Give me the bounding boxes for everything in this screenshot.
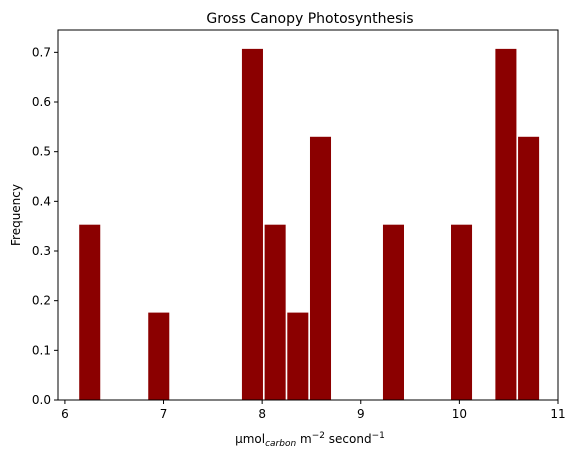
x-tick-label: 8 [258, 407, 266, 421]
histogram-bar-1 [148, 312, 170, 400]
x-tick-label: 10 [452, 407, 467, 421]
y-axis-ticks: 0.0 0.1 0.2 0.3 0.4 0.5 0.6 0.7 [32, 45, 58, 407]
x-label-superscript-1: −2 [312, 431, 325, 441]
y-tick-label: 0.4 [32, 194, 51, 208]
x-tick-label: 11 [550, 407, 565, 421]
x-label-mid: m [296, 432, 312, 446]
y-tick-label: 0.6 [32, 95, 51, 109]
histogram-bar-4 [287, 312, 309, 400]
histogram-bar-9 [518, 136, 540, 400]
histogram-bar-0 [79, 224, 101, 400]
bars-group [79, 48, 540, 400]
y-tick-label: 0.1 [32, 343, 51, 357]
y-tick-label: 0.3 [32, 244, 51, 258]
y-tick-label: 0.5 [32, 145, 51, 159]
chart-title: Gross Canopy Photosynthesis [206, 11, 413, 27]
x-label-base: μmol [235, 432, 265, 446]
histogram-bar-6 [382, 224, 404, 400]
histogram-bar-5 [309, 136, 331, 400]
histogram-bar-3 [264, 224, 286, 400]
x-label-superscript-2: −1 [372, 431, 385, 441]
x-tick-label: 6 [61, 407, 69, 421]
x-axis-label: μmolcarbon m−2 second−1 [235, 431, 385, 449]
y-tick-label: 0.7 [32, 45, 51, 59]
x-label-subscript: carbon [265, 439, 296, 449]
y-tick-label: 0.0 [32, 393, 51, 407]
x-label-end: second [325, 432, 372, 446]
histogram-bar-7 [451, 224, 473, 400]
y-axis-label: Frequency [9, 184, 23, 246]
histogram-bar-2 [241, 48, 263, 400]
x-tick-label: 7 [160, 407, 168, 421]
x-axis-ticks: 6 7 8 9 10 11 [61, 400, 566, 421]
x-tick-label: 9 [357, 407, 365, 421]
histogram-bar-8 [495, 48, 517, 400]
y-tick-label: 0.2 [32, 294, 51, 308]
